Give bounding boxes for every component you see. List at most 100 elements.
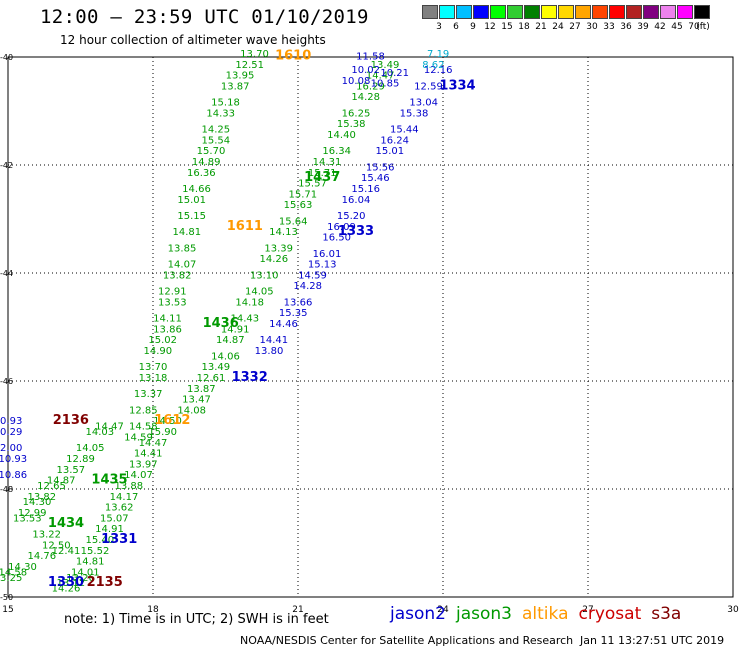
wave-height-point: 10.02 [351,65,380,76]
pass-number-label: 2135 [87,575,123,590]
wave-height-point: 10.93 [0,454,27,465]
pass-number-label: 2136 [53,413,89,428]
wave-height-point: 13.12 [57,578,86,589]
wave-height-point: 13.87 [221,81,250,92]
x-tick-label: 15 [2,605,13,615]
colorbar-label: 30 [586,22,598,32]
wave-height-point: 14.66 [182,184,211,195]
wave-height-point: 16.25 [342,108,371,119]
pass-number-label: 1435 [91,473,127,488]
wave-height-point: 12.00 [0,443,22,454]
wave-height-point: 14.47 [366,71,395,82]
wave-height-point: 15.07 [100,513,129,524]
wave-height-point: 14.58 [0,567,27,578]
colorbar-swatch [660,5,676,19]
wave-height-point: 13.62 [105,503,134,514]
wave-height-point: 16.29 [356,81,385,92]
colorbar-swatch [609,5,625,19]
wave-height-point: 14.81 [76,557,105,568]
wave-height-point: 11.58 [356,52,385,63]
wave-height-point: 14.26 [52,584,81,595]
wave-height-point: 10.85 [371,79,400,90]
colorbar-swatch [677,5,693,19]
pass-number-label: 1436 [203,316,239,331]
wave-height-point: 14.25 [202,125,231,136]
wave-height-point: 15.38 [400,108,429,119]
wave-height-point: 15.44 [390,125,419,136]
wave-height-point: 12.51 [235,60,264,71]
wave-height-point: 15.01 [177,195,206,206]
wave-height-point: 10.08 [342,76,371,87]
wave-height-point: 15.02 [148,335,177,346]
wave-height-point: 10.86 [0,470,27,481]
wave-height-point: 15.40 [86,535,115,546]
wave-height-point: 12.99 [18,508,47,519]
x-tick-label: 27 [582,605,593,615]
wave-height-point: 14.01 [71,567,100,578]
colorbar-swatch [558,5,574,19]
wave-height-point: 13.53 [13,513,42,524]
colorbar-swatch [422,5,438,19]
wave-height-point: 8.62 [422,60,444,71]
colorbar-label: 36 [620,22,632,32]
wave-height-point: 14.41 [134,449,163,460]
y-tick-label: -46 [0,377,13,386]
pass-number-label: 1330 [48,575,84,590]
y-tick-label: -50 [0,593,13,602]
pass-number-label: 1610 [275,49,311,64]
wave-height-point: 13.70 [240,49,269,60]
pass-number-label: 1434 [48,516,84,531]
wave-height-point: 12.16 [424,65,453,76]
wave-height-point: 14.87 [216,335,245,346]
wave-height-point: 15.15 [177,211,206,222]
x-tick-label: 21 [292,605,303,615]
colorbar-swatch [439,5,455,19]
wave-height-point: 14.81 [173,227,202,238]
wave-height-point: 12.85 [129,405,158,416]
wave-height-point: 15.46 [361,173,390,184]
wave-height-point: 10.93 [0,416,22,427]
wave-height-point: 13.70 [139,362,168,373]
colorbar-label: 33 [603,22,615,32]
wave-height-point: 13.49 [371,60,400,71]
wave-height-point: 15.70 [197,146,226,157]
mission-legend: jason2 jason3 altika cryosat s3a [390,604,691,624]
footer-credit: NOAA/NESDIS Center for Satellite Applica… [240,634,574,647]
wave-height-point: 12.91 [158,287,187,298]
footer-timestamp: Jan 11 13:27:51 UTC 2019 [580,634,725,647]
colorbar-label: 45 [671,22,683,32]
wave-height-point: 15.71 [289,189,318,200]
pass-number-label: 1331 [101,532,137,547]
wave-height-point: 13.47 [182,395,211,406]
mission-legend-item: jason2 [390,604,446,624]
wave-height-point: 13.22 [32,530,61,541]
wave-height-point: 10.29 [0,427,22,438]
wave-height-point: 14.40 [327,130,356,141]
colorbar-label: 27 [569,22,581,32]
wave-height-point: 14.11 [153,314,182,325]
pass-number-label: 1333 [338,224,374,239]
wave-height-point: 14.50 [153,416,182,427]
wave-height-point: 13.82 [163,270,192,281]
wave-height-point: 14.43 [231,314,260,325]
wave-height-point: 15.54 [202,135,231,146]
plot-frame [7,56,734,598]
wave-height-point: 14.30 [23,497,52,508]
wave-height-point: 14.46 [269,319,298,330]
wave-height-point: 14.91 [221,324,250,335]
wave-height-point: 12.89 [66,454,95,465]
mission-legend-item: s3a [651,604,682,624]
wave-height-point: 7.19 [427,49,449,60]
wave-height-point: 14.07 [168,260,197,271]
wave-height-point: 13.10 [250,270,279,281]
wave-height-point: 14.59 [124,432,153,443]
wave-height-point: 15.57 [298,179,327,190]
colorbar-swatch [643,5,659,19]
colorbar-swatch [541,5,557,19]
wave-height-point: 14.03 [86,427,115,438]
wave-height-point: 15.16 [351,184,380,195]
colorbar-swatch [626,5,642,19]
wave-height-point: 14.28 [351,92,380,103]
wave-height-point: 14.91 [95,524,124,535]
wave-height-point: 13.86 [153,324,182,335]
